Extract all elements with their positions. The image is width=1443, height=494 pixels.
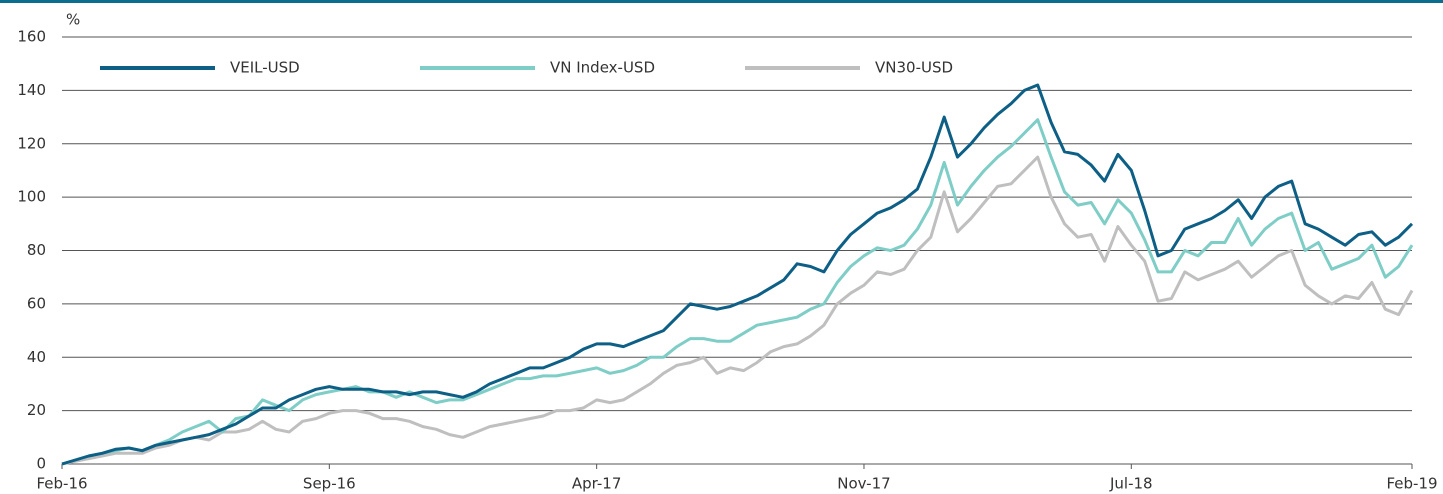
y-axis-label: % (66, 11, 80, 29)
x-tick-label: Sep-16 (303, 475, 356, 493)
x-tick-label: Jul-18 (1109, 475, 1153, 493)
legend-label: VN Index-USD (550, 59, 655, 77)
y-tick-label: 140 (17, 81, 46, 99)
y-tick-label: 20 (27, 401, 46, 419)
y-tick-label: 0 (36, 455, 46, 473)
x-tick-label: Feb-19 (1386, 475, 1437, 493)
series-line (61, 118, 1414, 466)
x-tick-label: Feb-16 (36, 475, 87, 493)
y-tick-label: 80 (27, 241, 46, 259)
y-tick-label: 100 (17, 188, 46, 206)
top-bar (0, 0, 1443, 3)
x-tick-label: Apr-17 (572, 475, 622, 493)
x-tick-label: Nov-17 (837, 475, 890, 493)
y-tick-label: 120 (17, 134, 46, 152)
y-tick-label: 40 (27, 348, 46, 366)
series-line (61, 83, 1414, 466)
y-tick-label: 60 (27, 294, 46, 312)
legend-label: VN30-USD (875, 59, 953, 77)
y-tick-label: 160 (17, 28, 46, 46)
series-line (61, 155, 1414, 466)
legend-label: VEIL-USD (230, 59, 300, 77)
